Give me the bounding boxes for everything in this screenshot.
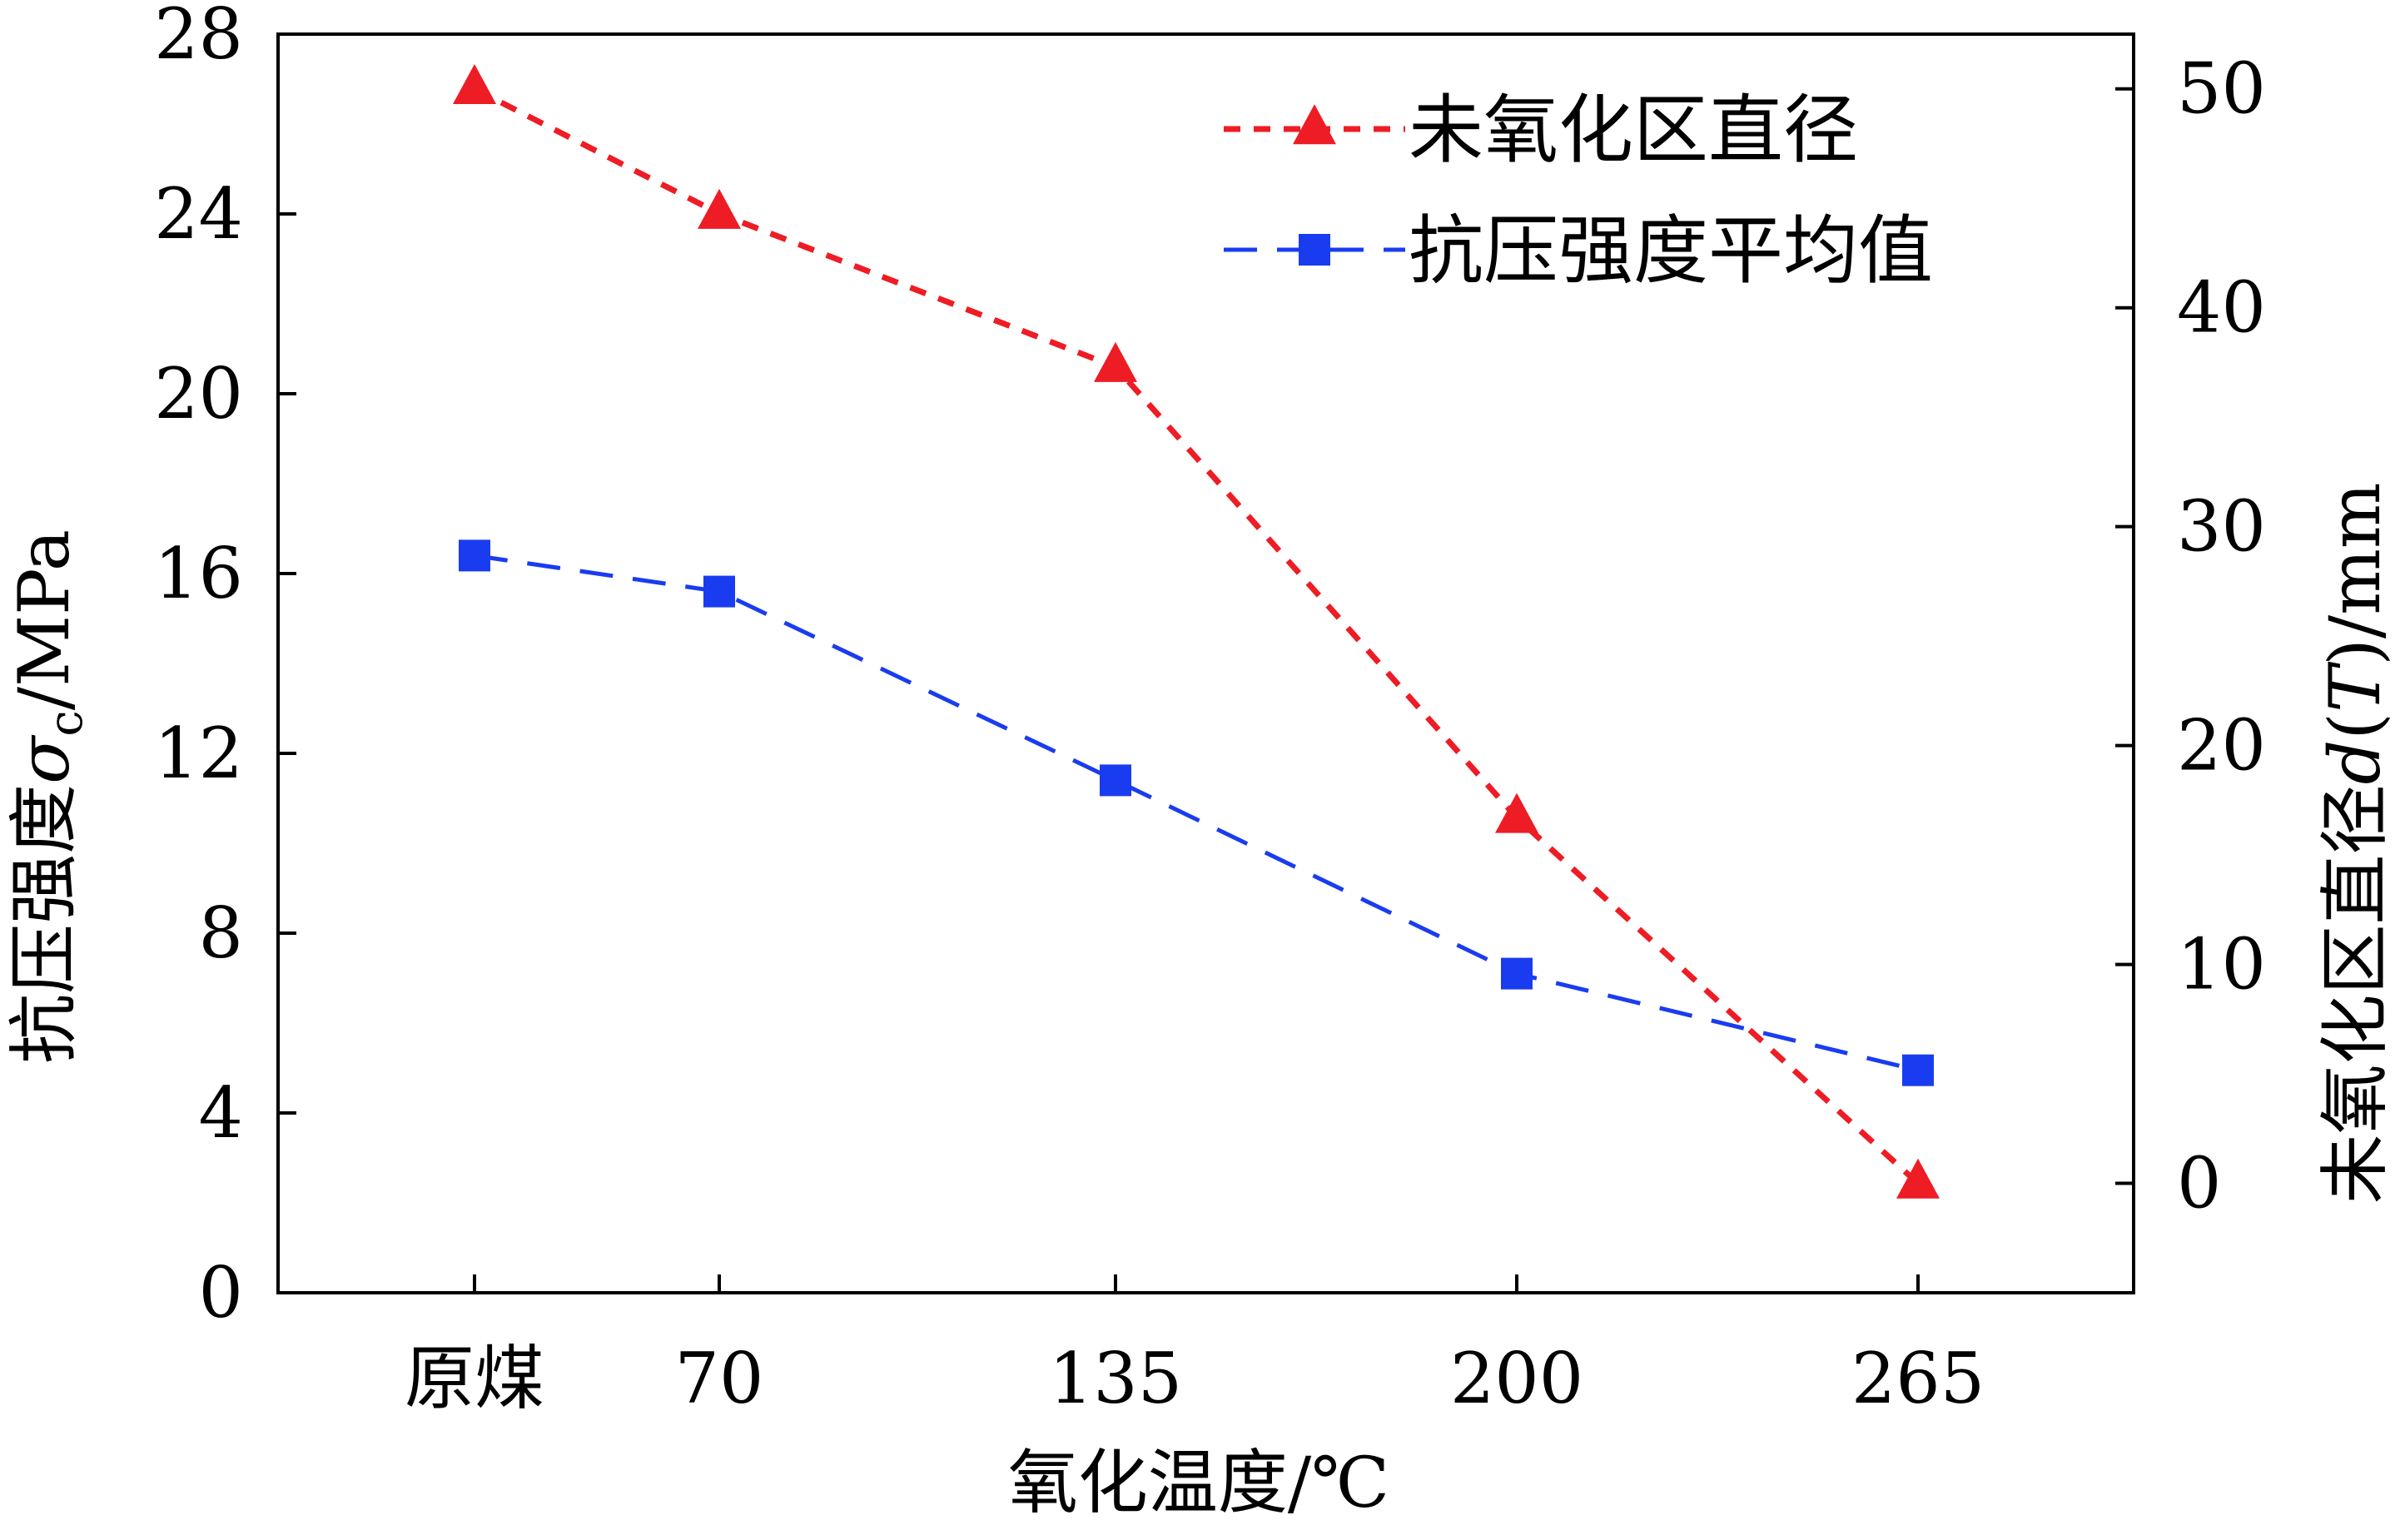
- y-left-tick-label: 20: [154, 353, 243, 435]
- y-left-tick-label: 8: [199, 892, 243, 974]
- x-tick-label: 200: [1450, 1338, 1583, 1419]
- square-marker: [459, 539, 490, 572]
- plot-frame: [276, 32, 2135, 1294]
- series-line-1: [474, 553, 1919, 1073]
- y-left-title-main: 抗压强度: [3, 784, 85, 1064]
- y-right-title-main: 未氧化区直径: [2314, 784, 2396, 1204]
- y-right-tick-label: 30: [2177, 486, 2266, 568]
- y-axis-title-left: 抗压强度σc/MPa: [3, 529, 93, 1064]
- y-right-title-open: (: [2314, 713, 2396, 740]
- y-right-title-symbol: d: [2314, 740, 2396, 785]
- y-right-title-unit: /mm: [2314, 483, 2396, 639]
- y-left-tick-label: 0: [199, 1252, 243, 1334]
- y-right-tick-label: 50: [2177, 48, 2266, 130]
- legend-label-0: 未氧化区直径: [1409, 87, 1858, 174]
- triangle-marker: [698, 188, 741, 229]
- axis-ticks: 0 4 8 12 16 20 24 28 0 10 20 30 40 50 原煤 70 135 200 265: [154, 0, 2266, 1419]
- x-tick-label: 70: [675, 1338, 764, 1419]
- series-layer: [453, 63, 1940, 1199]
- y-left-title-subscript: c: [39, 710, 93, 736]
- legend-square-marker: [1299, 234, 1330, 266]
- y-left-tick-label: 28: [154, 0, 243, 75]
- y-right-tick-label: 10: [2177, 924, 2266, 1006]
- triangle-marker: [1094, 341, 1137, 382]
- y-left-tick-label: 24: [154, 173, 243, 255]
- square-marker: [1501, 957, 1533, 990]
- x-tick-label: 原煤: [405, 1338, 544, 1419]
- x-tick-label: 135: [1049, 1338, 1182, 1419]
- triangle-marker: [1495, 792, 1538, 833]
- y-left-title-symbol: σ: [3, 734, 85, 784]
- x-axis-title: 氧化温度/℃: [1008, 1442, 1389, 1523]
- square-marker: [1902, 1054, 1934, 1086]
- y-right-title-var: T: [2314, 661, 2396, 713]
- y-right-tick-label: 20: [2177, 705, 2266, 787]
- plot-frame-rect: [276, 32, 2135, 1294]
- square-marker: [703, 575, 735, 608]
- x-tick-label: 265: [1851, 1338, 1985, 1419]
- y-left-tick-label: 4: [199, 1072, 243, 1154]
- y-left-tick-label: 16: [154, 533, 243, 614]
- legend-triangle-marker: [1293, 104, 1336, 145]
- y-axis-title-right: 未氧化区直径d(T)/mm: [2314, 483, 2396, 1205]
- triangle-marker: [1896, 1158, 1940, 1199]
- square-marker: [1100, 764, 1131, 797]
- legend-label-1: 抗压强度平均值: [1409, 207, 1933, 295]
- y-right-title-close: ): [2314, 638, 2396, 666]
- y-right-tick-label: 40: [2177, 267, 2266, 349]
- triangle-marker: [453, 63, 496, 104]
- y-left-tick-label: 12: [154, 713, 243, 794]
- y-left-title-unit: /MPa: [3, 529, 85, 710]
- y-right-tick-label: 0: [2177, 1143, 2221, 1225]
